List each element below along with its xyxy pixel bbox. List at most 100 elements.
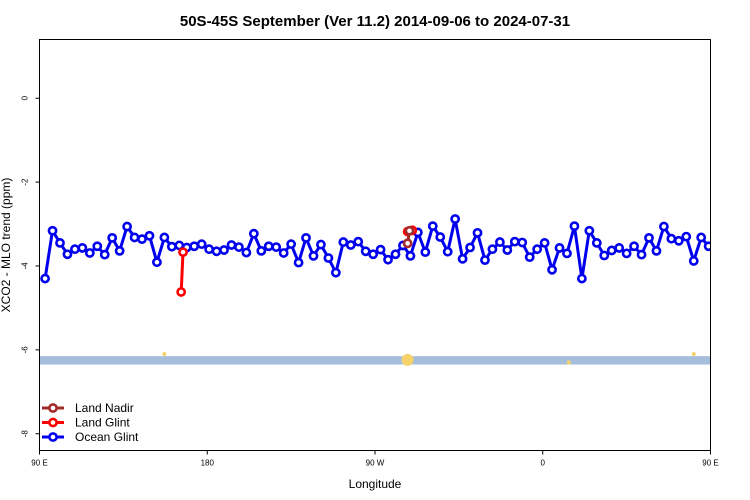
y-tick-label: -6 [21, 346, 30, 354]
x-axis-label: Longitude [349, 477, 402, 491]
ocean-glint-point [204, 244, 215, 255]
ocean-glint-point [70, 244, 80, 255]
ocean-glint-point [263, 241, 274, 252]
ocean-glint-point [137, 234, 147, 245]
ocean-glint-point [524, 252, 535, 263]
x-axis: 90 E 180 90 W 0 90 E [31, 450, 719, 468]
ocean-glint-point [554, 243, 565, 253]
ocean-glint-point [487, 244, 498, 255]
ocean-glint-point [390, 249, 401, 260]
ocean-glint-point [442, 246, 453, 257]
ocean-glint-point [271, 242, 282, 252]
ocean-glint-point [427, 221, 438, 232]
ocean-glint-point [92, 241, 103, 252]
legend-land-glint-label: Land Glint [75, 416, 130, 430]
ocean-glint-point [576, 273, 587, 284]
ocean-glint-point [152, 257, 162, 268]
ocean-glint-point [159, 232, 170, 243]
land-marker [691, 352, 696, 357]
land-nadir-point [404, 225, 415, 236]
ocean-glint-point [659, 221, 669, 232]
ocean-glint-point [465, 242, 475, 253]
ocean-glint-point [316, 239, 326, 250]
ocean-glint-point [599, 250, 610, 261]
ocean-glint-point [457, 253, 468, 264]
ocean-glint-point [256, 245, 267, 256]
y-tick-label: -8 [21, 430, 30, 438]
ocean-glint-point [144, 230, 155, 241]
land-glint-point [178, 247, 188, 258]
ocean-glint-point [323, 253, 334, 263]
ocean-glint-point [539, 238, 550, 248]
legend-land-nadir-label: Land Nadir [75, 401, 134, 415]
ocean-glint-point [338, 237, 349, 247]
y-axis: 0 -2 -4 -6 -8 [21, 95, 40, 437]
ocean-glint-point [196, 239, 207, 250]
ocean-glint-point [420, 247, 431, 258]
x-tick-label: 90 E [702, 459, 718, 468]
land-marker [401, 353, 414, 366]
y-tick-label: -4 [21, 262, 30, 270]
land-marker [566, 360, 571, 365]
land-band [39, 356, 711, 365]
ocean-glint-point [450, 214, 461, 224]
ocean-glint-point [241, 247, 252, 258]
ocean-glint-point [569, 221, 580, 232]
ocean-glint-point [584, 225, 595, 236]
ocean-glint-point [360, 246, 371, 257]
ocean-glint-point [77, 243, 88, 253]
ocean-glint-point [330, 267, 341, 278]
ocean-glint-point [517, 237, 528, 248]
ocean-glint-point [435, 232, 446, 242]
ocean-glint-point [107, 232, 118, 243]
ocean-glint-point [562, 248, 572, 259]
ocean-glint-point [345, 240, 356, 250]
ocean-glint-point [547, 264, 557, 275]
x-tick-label: 90 E [31, 459, 47, 468]
ocean-glint-point [62, 249, 73, 260]
ocean-glint-point [211, 246, 222, 257]
ocean-glint-point [673, 235, 684, 246]
ocean-glint-point [219, 245, 229, 255]
ocean-glint-point [532, 244, 543, 255]
ocean-glint-point [368, 249, 379, 260]
ocean-glint-point [234, 242, 244, 252]
legend-land-nadir-marker [48, 403, 58, 413]
ocean-glint-point [494, 237, 505, 247]
ocean-glint-point [629, 241, 639, 252]
ocean-glint-point [405, 251, 416, 261]
ocean-glint-point [353, 236, 364, 247]
ocean-glint-point [472, 227, 483, 238]
ocean-glint-point [84, 248, 95, 258]
ocean-glint-point [166, 241, 177, 252]
ocean-glint-point [40, 273, 50, 284]
ocean-glint-point [614, 243, 625, 253]
chart-title: 50S-45S September (Ver 11.2) 2014-09-06 … [180, 13, 570, 30]
ocean-glint-point [606, 245, 617, 256]
land-glint-line [179, 252, 185, 293]
legend-ocean-glint-label: Ocean Glint [75, 430, 139, 444]
ocean-glint-point [286, 239, 297, 250]
ocean-glint-point [308, 251, 319, 261]
ocean-glint-point [122, 221, 133, 232]
land-glint-point [176, 287, 187, 297]
ocean-glint-point [644, 232, 654, 243]
ocean-glint-point [688, 256, 699, 266]
ocean-glint-point [55, 238, 65, 248]
y-tick-label: 0 [21, 95, 30, 100]
legend-land-glint-marker [48, 417, 58, 428]
land-nadir-point [402, 238, 413, 249]
x-tick-label: 180 [201, 459, 215, 468]
ocean-glint-point [703, 241, 711, 252]
ocean-glint-point [293, 257, 304, 268]
ocean-glint-point [47, 225, 58, 236]
ocean-glint-point [383, 254, 393, 265]
ocean-glint-point [375, 244, 386, 255]
ocean-glint-point [129, 232, 140, 243]
ocean-glint-point [636, 249, 647, 260]
ocean-glint-point [248, 228, 259, 239]
plot-frame [39, 39, 711, 451]
ocean-glint-point [666, 233, 677, 244]
